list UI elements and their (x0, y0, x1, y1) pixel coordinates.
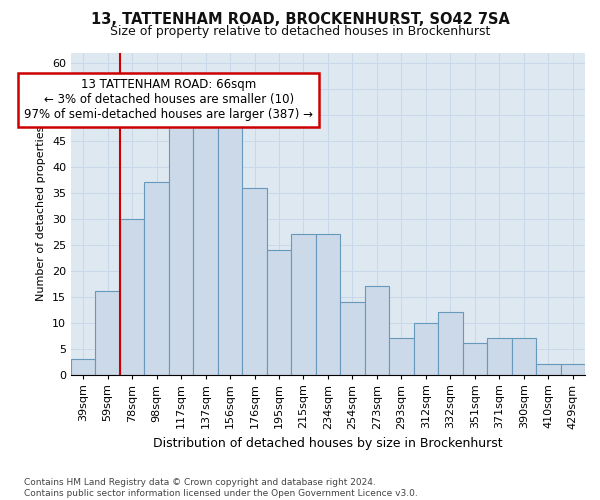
Bar (340, 302, 365, 374)
Text: 13, TATTENHAM ROAD, BROCKENHURST, SO42 7SA: 13, TATTENHAM ROAD, BROCKENHURST, SO42 7… (91, 12, 509, 28)
Text: Contains HM Land Registry data © Crown copyright and database right 2024.
Contai: Contains HM Land Registry data © Crown c… (24, 478, 418, 498)
Text: Size of property relative to detached houses in Brockenhurst: Size of property relative to detached ho… (110, 25, 490, 38)
Bar (95, 292, 120, 374)
Bar (291, 234, 316, 374)
Bar (389, 338, 413, 374)
Bar (438, 312, 463, 374)
Bar (169, 115, 193, 374)
Bar (316, 234, 340, 374)
Bar (267, 250, 291, 374)
Bar (536, 364, 560, 374)
Bar (365, 286, 389, 374)
Bar (463, 344, 487, 374)
Text: 13 TATTENHAM ROAD: 66sqm
← 3% of detached houses are smaller (10)
97% of semi-de: 13 TATTENHAM ROAD: 66sqm ← 3% of detache… (25, 78, 313, 122)
Bar (487, 338, 512, 374)
Y-axis label: Number of detached properties: Number of detached properties (37, 126, 46, 301)
Bar (193, 125, 218, 374)
Bar (512, 338, 536, 374)
Bar (120, 218, 145, 374)
X-axis label: Distribution of detached houses by size in Brockenhurst: Distribution of detached houses by size … (153, 437, 503, 450)
Bar (560, 364, 585, 374)
Bar (413, 322, 438, 374)
Bar (145, 182, 169, 374)
Bar (242, 188, 267, 374)
Bar (218, 125, 242, 374)
Bar (71, 359, 95, 374)
